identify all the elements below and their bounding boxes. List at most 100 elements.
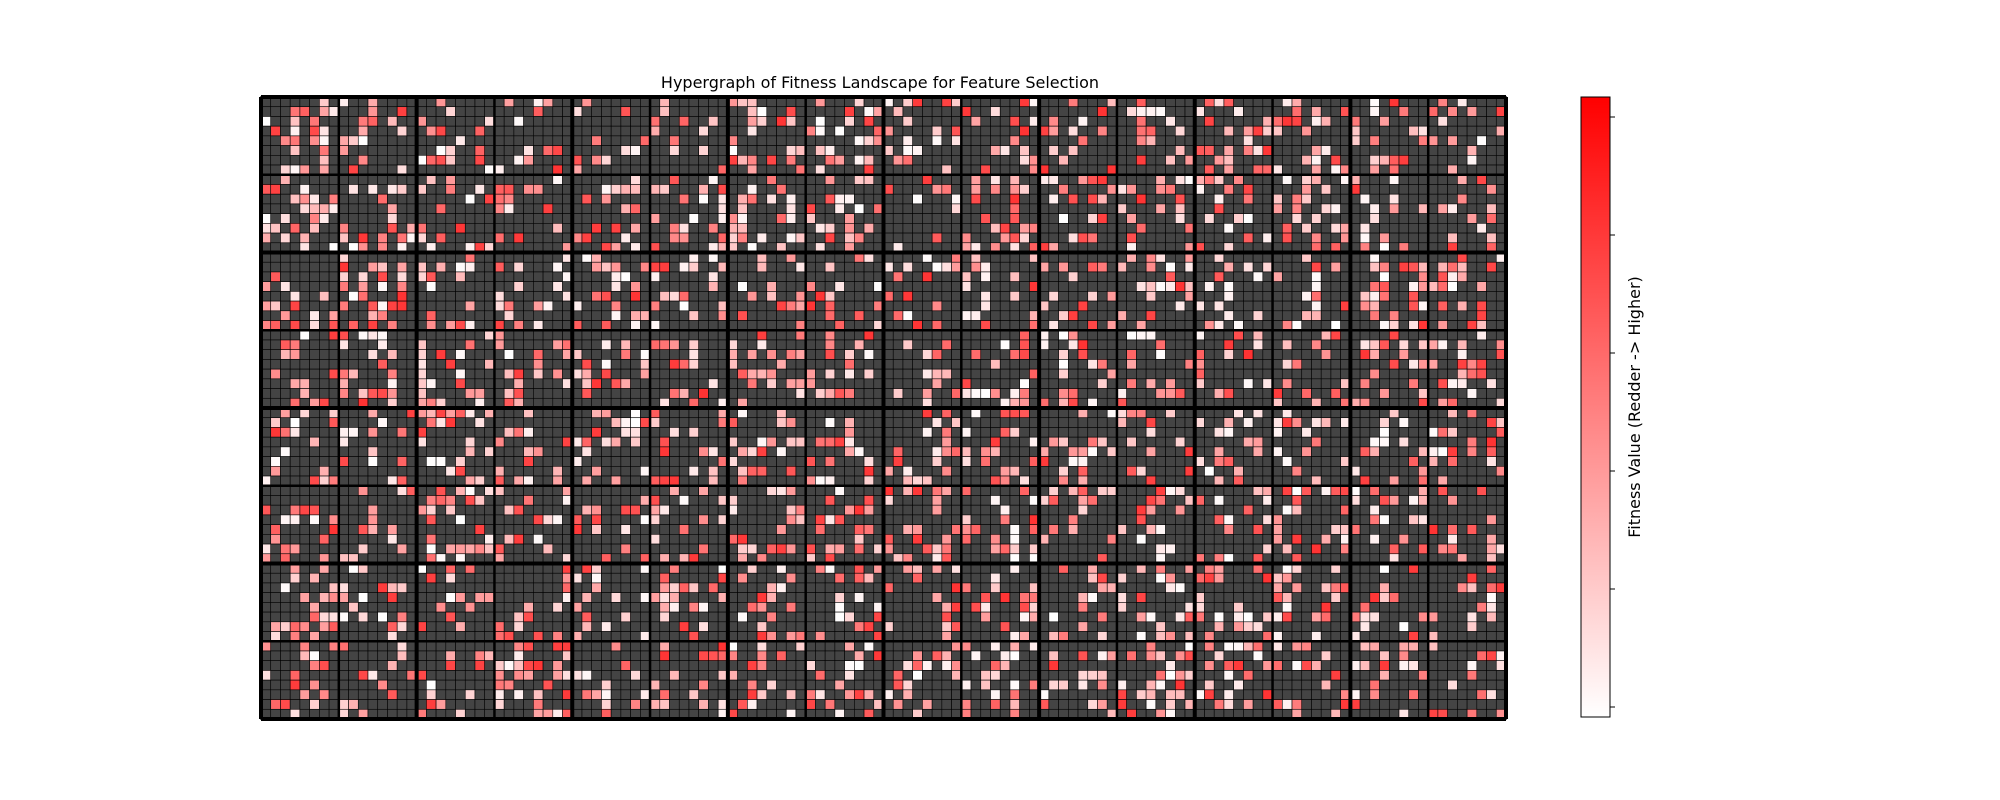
heatmap-cell bbox=[1408, 223, 1419, 234]
heatmap-cell bbox=[961, 368, 972, 380]
heatmap-cell bbox=[1048, 456, 1059, 467]
heatmap-cell bbox=[1320, 223, 1332, 234]
heatmap-cell bbox=[630, 466, 641, 477]
heatmap-cell bbox=[892, 213, 904, 224]
heatmap-cell bbox=[1233, 125, 1244, 137]
heatmap-cell bbox=[1165, 388, 1176, 399]
heatmap-cell bbox=[708, 174, 719, 185]
heatmap-cell bbox=[474, 388, 486, 399]
heatmap-cell bbox=[1048, 388, 1059, 399]
heatmap-cell bbox=[280, 339, 291, 350]
heatmap-cell bbox=[319, 164, 330, 176]
heatmap-cell bbox=[980, 417, 991, 428]
heatmap-cell bbox=[464, 106, 476, 117]
heatmap-cell bbox=[912, 193, 923, 205]
heatmap-cell bbox=[1418, 436, 1429, 448]
heatmap-cell bbox=[795, 232, 806, 244]
heatmap-cell bbox=[931, 193, 943, 205]
heatmap-cell bbox=[1087, 446, 1098, 457]
heatmap-cell bbox=[1281, 261, 1293, 273]
heatmap-cell bbox=[328, 125, 340, 137]
heatmap-cell bbox=[1165, 446, 1176, 457]
heatmap-cell bbox=[338, 125, 349, 137]
heatmap-cell bbox=[1252, 232, 1264, 244]
heatmap-cell bbox=[1457, 339, 1468, 350]
heatmap-cell bbox=[1311, 184, 1322, 195]
heatmap-cell bbox=[299, 193, 310, 205]
heatmap-cell bbox=[961, 359, 972, 370]
heatmap-cell bbox=[1447, 106, 1458, 117]
heatmap-cell bbox=[1379, 349, 1390, 360]
heatmap-cell bbox=[990, 145, 1001, 156]
heatmap-cell bbox=[1068, 281, 1079, 292]
heatmap-cell bbox=[815, 261, 826, 273]
heatmap-cell bbox=[620, 261, 631, 273]
heatmap-cell bbox=[951, 436, 962, 448]
heatmap-cell bbox=[1252, 466, 1264, 477]
heatmap-cell bbox=[824, 106, 836, 117]
heatmap-cell bbox=[1019, 329, 1030, 341]
heatmap-cell bbox=[328, 359, 340, 370]
heatmap-cell bbox=[533, 349, 544, 360]
heatmap-cell bbox=[1087, 339, 1098, 350]
heatmap-cell bbox=[503, 329, 515, 341]
heatmap-cell bbox=[970, 203, 982, 214]
heatmap-cell bbox=[533, 291, 544, 302]
heatmap-cell bbox=[1068, 466, 1079, 477]
heatmap-cell bbox=[474, 300, 486, 312]
heatmap-cell bbox=[591, 271, 602, 282]
heatmap-cell bbox=[756, 155, 768, 166]
heatmap-cell bbox=[280, 427, 291, 438]
heatmap-cell bbox=[1330, 320, 1341, 331]
heatmap-cell bbox=[756, 417, 768, 428]
heatmap-cell bbox=[1408, 106, 1419, 117]
heatmap-cell bbox=[435, 456, 447, 467]
heatmap-cell bbox=[426, 320, 437, 331]
heatmap-cell bbox=[941, 446, 952, 457]
heatmap-cell bbox=[776, 155, 787, 166]
heatmap-cell bbox=[1126, 145, 1137, 156]
heatmap-cell bbox=[1087, 329, 1098, 341]
heatmap-cell bbox=[659, 203, 670, 214]
heatmap-cell bbox=[1320, 359, 1332, 370]
heatmap-cell bbox=[795, 106, 806, 117]
heatmap-cell bbox=[1223, 116, 1234, 127]
heatmap-cell bbox=[1087, 359, 1098, 370]
heatmap-cell bbox=[1165, 223, 1176, 234]
heatmap-cell bbox=[1106, 436, 1118, 448]
heatmap-cell bbox=[1408, 417, 1419, 428]
heatmap-cell bbox=[1418, 135, 1429, 146]
heatmap-cell bbox=[990, 184, 1001, 195]
heatmap-cell bbox=[941, 427, 952, 438]
heatmap-cell bbox=[970, 155, 982, 166]
heatmap-cell bbox=[1388, 300, 1400, 312]
heatmap-cell bbox=[435, 232, 447, 244]
heatmap-cell bbox=[319, 271, 330, 282]
heatmap-cell bbox=[533, 281, 544, 292]
heatmap-cell bbox=[1359, 388, 1371, 399]
heatmap-cell bbox=[1097, 359, 1108, 370]
heatmap-cell bbox=[484, 339, 495, 350]
heatmap-cell bbox=[435, 135, 447, 146]
heatmap-cell bbox=[1262, 329, 1273, 341]
heatmap-cell bbox=[503, 155, 515, 166]
heatmap-cell bbox=[620, 291, 631, 302]
heatmap-cell bbox=[1009, 349, 1020, 360]
heatmap-cell bbox=[1213, 446, 1225, 457]
heatmap-cell bbox=[1165, 125, 1176, 137]
heatmap-cell bbox=[766, 145, 777, 156]
heatmap-cell bbox=[503, 232, 515, 244]
heatmap-cell bbox=[698, 310, 709, 321]
heatmap-cell bbox=[1233, 155, 1244, 166]
heatmap-cell bbox=[805, 466, 816, 477]
heatmap-cell bbox=[435, 106, 447, 117]
heatmap-cell bbox=[785, 417, 797, 428]
heatmap-cell bbox=[387, 174, 398, 185]
heatmap-cell bbox=[494, 368, 505, 380]
heatmap-cell bbox=[688, 232, 699, 244]
heatmap-cell bbox=[1106, 359, 1118, 370]
heatmap-cell bbox=[591, 232, 602, 244]
heatmap-cell bbox=[328, 164, 340, 176]
heatmap-cell bbox=[1486, 417, 1497, 428]
heatmap-cell bbox=[1457, 193, 1468, 205]
